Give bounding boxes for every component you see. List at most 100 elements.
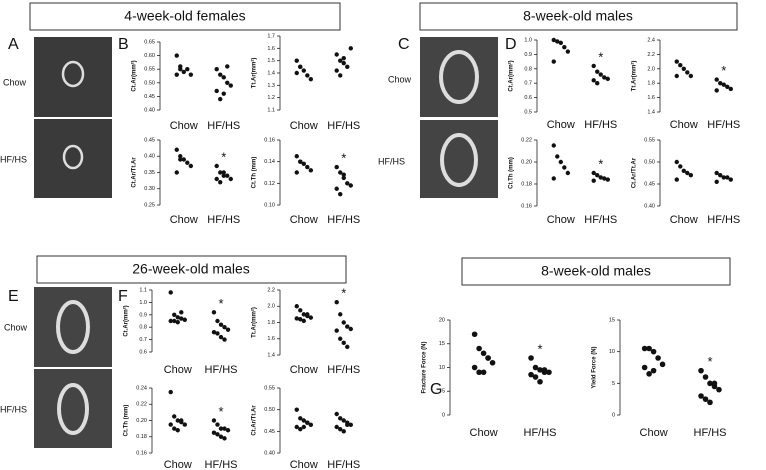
data-point [294, 407, 299, 412]
data-point [294, 170, 299, 175]
data-point [528, 355, 534, 361]
x-tick-label: HF/HS [205, 459, 238, 470]
y-tick-label: 10 [439, 365, 445, 371]
data-point [298, 159, 303, 164]
data-point [602, 75, 607, 80]
data-point [168, 422, 173, 427]
image-label: Chow [3, 77, 27, 87]
data-point [591, 170, 596, 176]
x-tick-label: HF/HS [327, 214, 360, 226]
data-point [718, 173, 723, 178]
data-point [338, 426, 343, 432]
data-point [562, 165, 567, 170]
x-tick-label: HF/HS [205, 364, 238, 376]
data-point [222, 436, 227, 441]
panel-header: 4-week-old females [124, 8, 245, 24]
data-point [334, 299, 339, 305]
y-tick-label: 2.4 [647, 37, 655, 43]
data-point [565, 49, 571, 54]
data-point [294, 154, 299, 159]
data-point [480, 350, 487, 357]
y-axis-label: Ct.Ar/Tt.Ar [132, 157, 138, 188]
y-tick-label: 0.18 [136, 434, 147, 440]
data-point [681, 66, 686, 72]
y-axis-label: Ct.Ar(mm²) [508, 60, 515, 91]
y-tick-label: 0.40 [264, 450, 275, 456]
data-point [341, 175, 346, 181]
y-tick-label: 0.50 [264, 407, 275, 413]
x-tick-label: Chow [290, 120, 318, 132]
data-point [172, 312, 177, 317]
panel-letter: B [118, 36, 129, 53]
x-tick-label: HF/HS [207, 120, 240, 132]
data-point [338, 312, 343, 317]
y-tick-label: 0.55 [144, 67, 155, 73]
data-point [345, 64, 350, 70]
image-label: HF/HS [0, 154, 27, 164]
panel-header: 8-week-old males [541, 263, 651, 279]
data-point [298, 308, 303, 313]
y-tick-label: 0.25 [144, 202, 155, 208]
data-point [528, 371, 534, 378]
y-tick-label: 0.45 [144, 94, 155, 100]
data-point [591, 178, 596, 183]
data-point [225, 428, 231, 433]
data-point [228, 83, 233, 88]
y-tick-label: 0.9 [139, 312, 147, 318]
data-point [650, 348, 657, 355]
data-point [179, 310, 184, 315]
data-point [728, 86, 733, 92]
data-point [188, 72, 194, 77]
y-tick-label: 0.10 [264, 202, 275, 208]
y-axis-label: Tt.Ar(mm²) [251, 307, 258, 338]
data-point [562, 45, 567, 50]
data-point [225, 80, 230, 86]
data-point [211, 329, 217, 335]
data-point [341, 418, 346, 423]
x-tick-label: Chow [170, 214, 198, 226]
y-tick-label: 1.8 [267, 320, 275, 326]
data-point [591, 63, 596, 69]
significance-mark: * [221, 149, 226, 164]
x-tick-label: HF/HS [584, 214, 617, 226]
data-point [646, 371, 652, 377]
data-point [181, 69, 186, 75]
data-point [294, 58, 299, 63]
y-tick-label: 5 [442, 389, 445, 395]
y-tick-label: 0.50 [644, 159, 655, 165]
data-point [551, 37, 556, 43]
x-tick-label: HF/HS [584, 119, 617, 131]
data-point [175, 428, 180, 433]
y-tick-label: 0.55 [264, 385, 275, 391]
data-point [471, 331, 478, 338]
data-point [345, 324, 350, 329]
significance-mark: * [537, 341, 542, 356]
data-point [168, 318, 173, 324]
data-point [225, 173, 230, 178]
data-point [725, 84, 730, 90]
data-point [215, 318, 220, 324]
data-point [179, 418, 184, 423]
data-point [228, 176, 233, 182]
y-tick-label: 1.4 [267, 352, 275, 358]
y-tick-label: 5 [612, 381, 615, 387]
data-point [485, 355, 491, 361]
data-point [301, 424, 306, 430]
y-tick-label: 0.16 [136, 450, 147, 456]
data-point [298, 426, 303, 432]
significance-mark: * [721, 63, 726, 78]
data-point [345, 181, 350, 186]
data-point [305, 312, 310, 317]
y-tick-label: 1.6 [267, 336, 275, 342]
data-point [338, 58, 343, 63]
y-tick-label: 0.9 [524, 52, 532, 58]
x-tick-label: Chow [290, 459, 318, 470]
data-point [646, 345, 652, 352]
y-tick-label: 0.35 [144, 170, 155, 176]
micro-ct-images [34, 37, 498, 448]
data-point [174, 72, 179, 77]
y-tick-label: 1.0 [139, 300, 147, 306]
data-point [345, 422, 350, 428]
data-point [172, 426, 177, 431]
y-tick-label: 1.6 [267, 46, 275, 52]
